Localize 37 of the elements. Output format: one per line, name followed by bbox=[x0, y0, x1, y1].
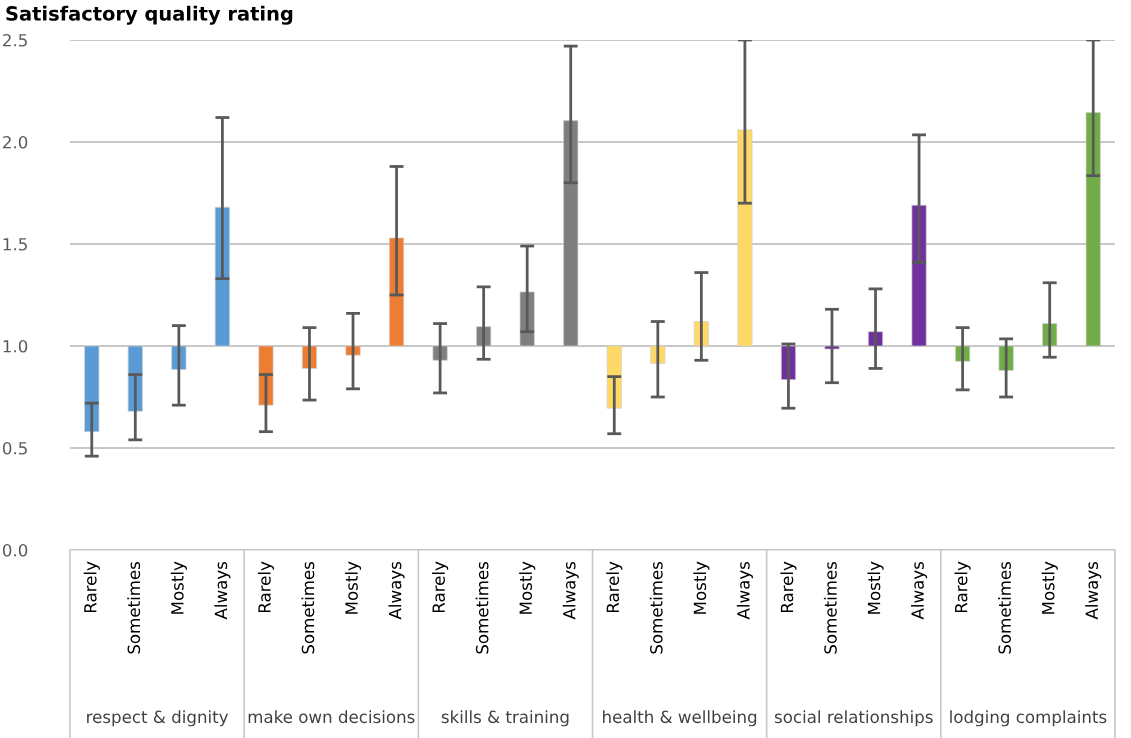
chart-title: Satisfactory quality rating bbox=[6, 5, 293, 25]
x-tick-label: Sometimes bbox=[823, 561, 837, 654]
text: skills & training bbox=[441, 710, 569, 727]
text: respect & dignity bbox=[87, 710, 229, 727]
x-tick-label: Mostly bbox=[519, 561, 536, 614]
x-tick-label: Rarely bbox=[954, 561, 971, 613]
x-tick-label: Rarely bbox=[606, 561, 623, 613]
x-tick-label: Always bbox=[1085, 561, 1102, 620]
x-tick-label: Mostly bbox=[344, 561, 362, 614]
x-tick-label: Always bbox=[214, 561, 231, 620]
x-tick-label: Always bbox=[562, 561, 579, 620]
text: health & wellbeing bbox=[603, 710, 757, 727]
x-tick-label: Mostly bbox=[170, 561, 187, 614]
x-tick-label: Mostly bbox=[867, 561, 884, 614]
x-tick-label: Always bbox=[736, 561, 753, 620]
x-tick-label: Sometimes bbox=[475, 561, 489, 654]
x-tick-label: Rarely bbox=[780, 561, 797, 613]
x-tick-label: Sometimes bbox=[649, 561, 663, 654]
y-tick-label: 2.0 bbox=[3, 135, 28, 149]
text: lodging complaints bbox=[950, 710, 1107, 727]
y-tick-label: 1.5 bbox=[3, 238, 27, 251]
x-tick-label: Always bbox=[388, 561, 405, 620]
y-tick-label: 1.0 bbox=[3, 339, 28, 353]
text: make own decisions bbox=[248, 710, 415, 724]
x-tick-label: Always bbox=[911, 561, 928, 620]
y-tick-label: 0.0 bbox=[2, 543, 28, 557]
x-tick-label: Rarely bbox=[83, 561, 100, 613]
x-tick-label: Rarely bbox=[432, 561, 449, 613]
x-tick-label: Sometimes bbox=[998, 561, 1011, 654]
x-tick-label: Sometimes bbox=[127, 561, 141, 654]
x-tick-label: Rarely bbox=[257, 561, 274, 613]
y-tick-label: 0.5 bbox=[2, 441, 27, 455]
text: social relationships bbox=[774, 710, 933, 727]
y-tick-label: 2.5 bbox=[3, 33, 27, 47]
x-tick-label: Mostly bbox=[1041, 561, 1058, 614]
x-tick-label: Sometimes bbox=[301, 561, 315, 654]
x-tick-label: Mostly bbox=[693, 561, 710, 614]
